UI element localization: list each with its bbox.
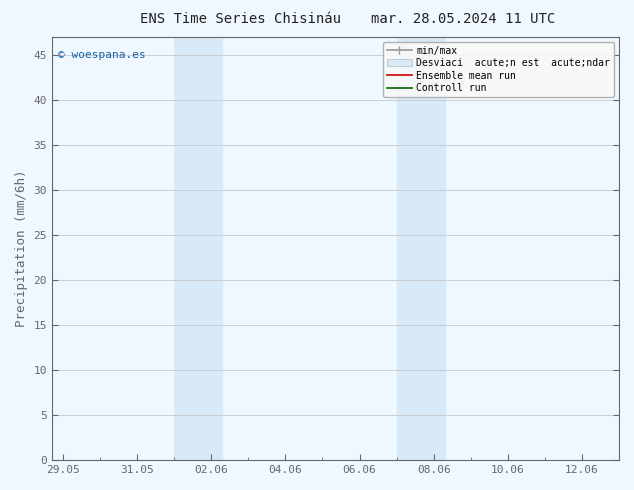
- Text: mar. 28.05.2024 11 UTC: mar. 28.05.2024 11 UTC: [371, 12, 555, 26]
- Legend: min/max, Desviaci  acute;n est  acute;ndar, Ensemble mean run, Controll run: min/max, Desviaci acute;n est acute;ndar…: [384, 42, 614, 97]
- Y-axis label: Precipitation (mm/6h): Precipitation (mm/6h): [15, 170, 28, 327]
- Bar: [397, 37, 445, 460]
- Text: © woespana.es: © woespana.es: [58, 50, 145, 60]
- Text: ENS Time Series Chisináu: ENS Time Series Chisináu: [140, 12, 342, 26]
- Bar: [174, 37, 223, 460]
